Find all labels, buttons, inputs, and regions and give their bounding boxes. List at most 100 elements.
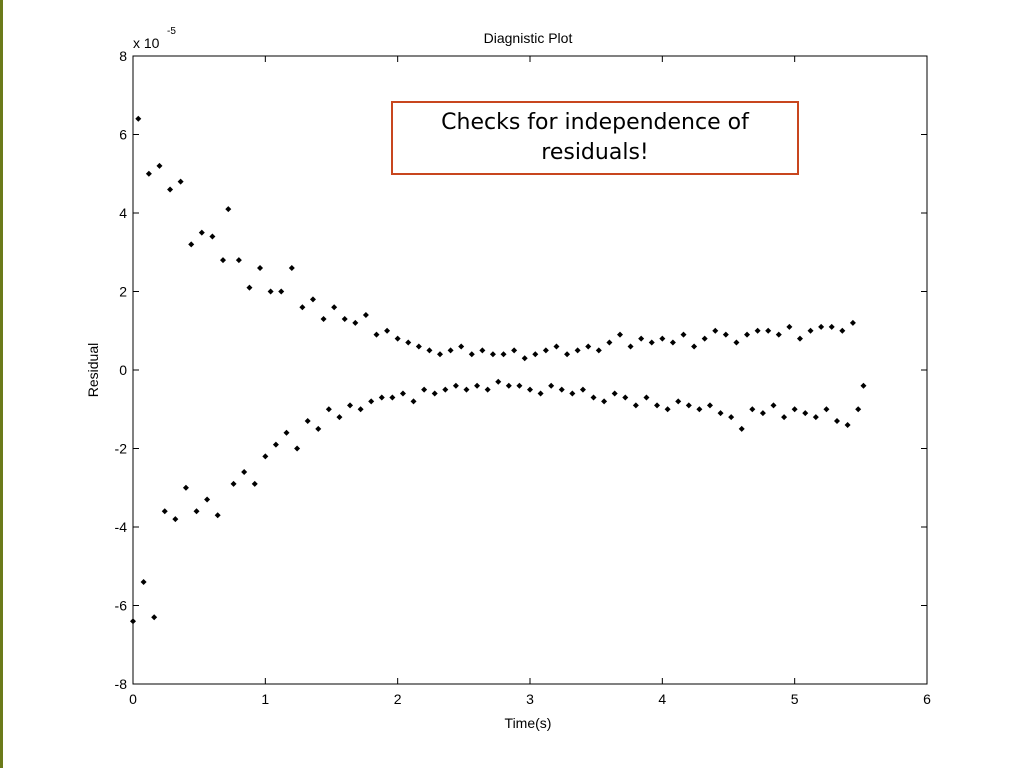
point bbox=[696, 406, 703, 413]
point bbox=[484, 386, 491, 393]
point bbox=[458, 343, 465, 350]
point bbox=[849, 319, 856, 326]
point bbox=[415, 343, 422, 350]
point bbox=[362, 312, 369, 319]
point bbox=[225, 206, 232, 213]
point bbox=[468, 351, 475, 358]
point bbox=[151, 614, 158, 621]
point bbox=[511, 347, 518, 354]
point bbox=[389, 394, 396, 401]
point bbox=[410, 398, 417, 405]
point bbox=[664, 406, 671, 413]
point bbox=[548, 382, 555, 389]
point bbox=[251, 480, 258, 487]
point bbox=[489, 351, 496, 358]
point bbox=[823, 406, 830, 413]
point bbox=[595, 347, 602, 354]
point bbox=[717, 410, 724, 417]
point bbox=[706, 402, 713, 409]
y-tick-label: -8 bbox=[115, 676, 128, 692]
point bbox=[399, 390, 406, 397]
point bbox=[283, 429, 290, 436]
point bbox=[241, 469, 248, 476]
point bbox=[172, 516, 179, 523]
point bbox=[357, 406, 364, 413]
point bbox=[437, 351, 444, 358]
point bbox=[235, 257, 242, 264]
point bbox=[204, 496, 211, 503]
point bbox=[818, 323, 825, 330]
point bbox=[802, 410, 809, 417]
point bbox=[775, 331, 782, 338]
point bbox=[214, 512, 221, 519]
point bbox=[463, 386, 470, 393]
point bbox=[527, 386, 533, 393]
point bbox=[765, 327, 772, 334]
point bbox=[828, 323, 835, 330]
point bbox=[267, 288, 274, 295]
point bbox=[590, 394, 597, 401]
point bbox=[130, 618, 136, 625]
point bbox=[442, 386, 449, 393]
y-axis-label: Residual bbox=[85, 343, 101, 397]
point bbox=[812, 414, 819, 421]
point bbox=[744, 331, 751, 338]
point bbox=[516, 382, 523, 389]
point bbox=[474, 382, 481, 389]
y-tick-label: -2 bbox=[115, 441, 128, 457]
y-multiplier: x 10 bbox=[133, 35, 160, 51]
point bbox=[278, 288, 285, 295]
slide-edge bbox=[0, 0, 3, 768]
point bbox=[315, 425, 322, 432]
point bbox=[786, 323, 793, 330]
point bbox=[712, 327, 719, 334]
point bbox=[601, 398, 608, 405]
point bbox=[669, 339, 676, 346]
point bbox=[309, 296, 316, 303]
point bbox=[770, 402, 777, 409]
point bbox=[230, 480, 237, 487]
point bbox=[632, 402, 639, 409]
point bbox=[405, 339, 412, 346]
point bbox=[627, 343, 634, 350]
point bbox=[537, 390, 544, 397]
point bbox=[219, 257, 226, 264]
x-tick-label: 6 bbox=[923, 691, 931, 707]
point bbox=[807, 327, 814, 334]
point bbox=[685, 402, 692, 409]
point bbox=[754, 327, 761, 334]
point bbox=[643, 394, 650, 401]
point bbox=[839, 327, 846, 334]
point bbox=[135, 115, 142, 122]
point bbox=[521, 355, 528, 362]
point bbox=[680, 331, 687, 338]
point bbox=[145, 170, 152, 177]
point bbox=[452, 382, 459, 389]
point bbox=[648, 339, 655, 346]
point bbox=[352, 319, 359, 326]
y-multiplier-exponent: -5 bbox=[167, 26, 176, 37]
point bbox=[759, 410, 766, 417]
point bbox=[728, 414, 735, 421]
y-tick-label: -6 bbox=[115, 598, 128, 614]
x-tick-label: 1 bbox=[261, 691, 269, 707]
point bbox=[579, 386, 586, 393]
point bbox=[156, 162, 163, 169]
point bbox=[447, 347, 454, 354]
point bbox=[394, 335, 401, 342]
point bbox=[331, 304, 338, 311]
point bbox=[421, 386, 428, 393]
point bbox=[659, 335, 666, 342]
point bbox=[479, 347, 486, 354]
point bbox=[193, 508, 200, 515]
point bbox=[209, 233, 216, 240]
x-tick-label: 0 bbox=[129, 691, 137, 707]
point bbox=[532, 351, 539, 358]
point bbox=[495, 378, 502, 385]
point bbox=[585, 343, 592, 350]
point bbox=[638, 335, 645, 342]
y-tick-label: 6 bbox=[119, 127, 127, 143]
point bbox=[384, 327, 391, 334]
point bbox=[431, 390, 438, 397]
